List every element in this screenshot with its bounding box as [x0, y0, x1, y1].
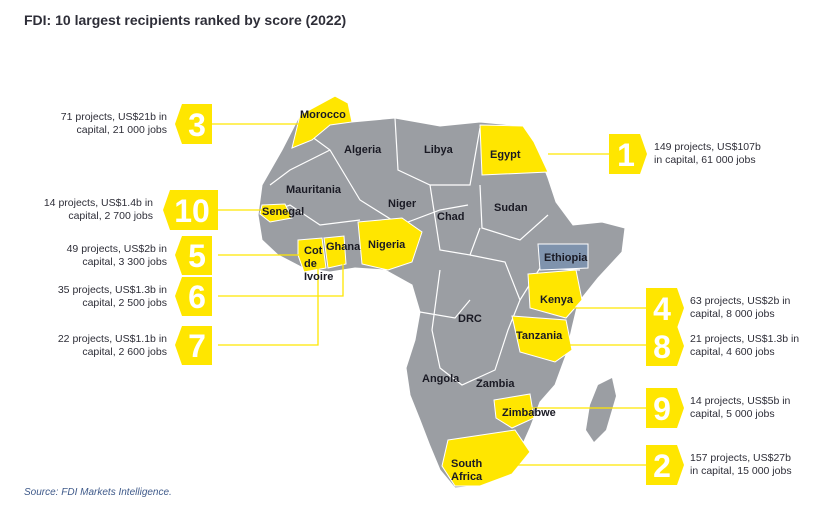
- rank-badge-8: 8: [646, 326, 684, 366]
- tanzania-shape: [511, 315, 573, 363]
- info-egypt: 149 projects, US$107b in capital, 61 000…: [654, 141, 761, 166]
- rank-badge-5: 5: [175, 236, 212, 275]
- svg-text:1: 1: [617, 137, 635, 173]
- info-ghana: 35 projects, US$1.3b in capital, 2 500 j…: [57, 284, 167, 309]
- info-south-africa: 157 projects, US$27b in capital, 15 000 …: [690, 452, 792, 477]
- info-zimbabwe: 14 projects, US$5b in capital, 5 000 job…: [690, 395, 791, 420]
- ghana-shape: [323, 235, 347, 269]
- info-morocco: 71 projects, US$21b in capital, 21 000 j…: [60, 111, 167, 136]
- label-sudan: Sudan: [494, 202, 528, 214]
- connector-lines: [212, 123, 646, 466]
- svg-text:4: 4: [653, 291, 671, 327]
- south-africa-shape: [441, 429, 531, 487]
- info-tanzania: 21 projects, US$1.3b in capital, 4 600 j…: [690, 333, 800, 358]
- rank-badges: 3 10 5 6 7 1 4 8: [163, 104, 684, 485]
- label-libya: Libya: [424, 144, 454, 156]
- rank-badge-2: 2: [646, 445, 684, 485]
- label-sa-2: Africa: [451, 471, 483, 483]
- svg-text:7: 7: [188, 328, 206, 364]
- info-nigeria: 22 projects, US$1.1b in capital, 2 600 j…: [57, 333, 167, 358]
- svg-text:9: 9: [653, 391, 671, 427]
- label-senegal: Senegal: [262, 206, 304, 218]
- label-tanzania: Tanzania: [516, 330, 563, 342]
- page-title: FDI: 10 largest recipients ranked by sco…: [24, 12, 347, 28]
- rank-badge-9: 9: [646, 388, 684, 428]
- source-note: Source: FDI Markets Intelligence.: [24, 487, 172, 498]
- label-mauritania: Mauritania: [286, 184, 342, 196]
- info-senegal: 14 projects, US$1.4b in capital, 2 700 j…: [43, 197, 153, 222]
- cote-divoire-shape: [297, 237, 327, 273]
- rank-badge-6: 6: [175, 277, 212, 316]
- svg-text:10: 10: [174, 193, 210, 229]
- label-algeria: Algeria: [344, 144, 382, 156]
- label-morocco: Morocco: [300, 109, 346, 121]
- nigeria-shape: [357, 217, 423, 271]
- country-labels: Morocco Algeria Libya Egypt Mauritania N…: [262, 109, 588, 483]
- svg-text:2: 2: [653, 448, 671, 484]
- ethiopia-shape: [537, 243, 589, 271]
- label-drc: DRC: [458, 313, 482, 325]
- label-ethiopia: Ethiopia: [544, 252, 588, 264]
- svg-text:3: 3: [188, 107, 206, 143]
- senegal-shape: [259, 203, 293, 223]
- label-egypt: Egypt: [490, 149, 521, 161]
- label-cote-2: de: [304, 258, 317, 270]
- label-niger: Niger: [388, 198, 417, 210]
- label-ghana: Ghana: [326, 241, 361, 253]
- rank-badge-4: 4: [646, 288, 684, 328]
- egypt-shape: [479, 124, 549, 176]
- zimbabwe-shape: [493, 393, 535, 429]
- label-kenya: Kenya: [540, 294, 574, 306]
- morocco-shape: [291, 95, 353, 149]
- rank-badge-7: 7: [175, 326, 212, 365]
- svg-text:8: 8: [653, 329, 671, 365]
- label-nigeria: Nigeria: [368, 239, 406, 251]
- label-sa-1: South: [451, 458, 482, 470]
- label-cote-3: Ivoire: [304, 271, 333, 283]
- kenya-shape: [527, 269, 583, 319]
- label-chad: Chad: [437, 211, 465, 223]
- info-kenya: 63 projects, US$2b in capital, 8 000 job…: [690, 295, 791, 320]
- label-zambia: Zambia: [476, 378, 515, 390]
- svg-text:6: 6: [188, 279, 206, 315]
- rank-badge-1: 1: [609, 134, 647, 174]
- rank-badge-10: 10: [163, 190, 218, 230]
- svg-text:5: 5: [188, 238, 206, 274]
- highlighted-countries: [259, 95, 583, 487]
- madagascar: [586, 378, 616, 442]
- label-angola: Angola: [422, 373, 460, 385]
- rank-badge-3: 3: [175, 104, 212, 144]
- label-cote-1: Cot: [304, 245, 323, 257]
- label-zimbabwe: Zimbabwe: [502, 407, 556, 419]
- info-cote-divoire: 49 projects, US$2b in capital, 3 300 job…: [66, 243, 167, 268]
